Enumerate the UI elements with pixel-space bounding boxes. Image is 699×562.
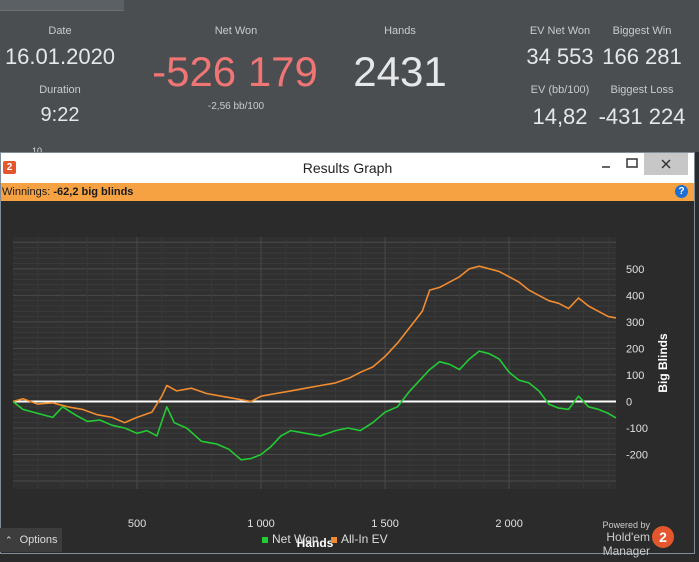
- y-tick-label: -100: [626, 423, 648, 435]
- y-tick-label: 0: [626, 396, 632, 408]
- hm2-app-icon: 2: [3, 161, 16, 174]
- minimize-icon[interactable]: [595, 153, 617, 175]
- x-tick-labels: 500 1 000 1 500 2 000: [128, 518, 523, 530]
- title-bar[interactable]: 2 Results Graph: [1, 153, 694, 183]
- legend-all-in-ev-label: All-In EV: [341, 532, 388, 546]
- help-icon[interactable]: ?: [675, 185, 688, 198]
- series-line-net-won: [12, 350, 617, 461]
- net-won-value: -526 179: [152, 48, 318, 95]
- date-label: Date: [48, 25, 72, 37]
- x-tick-label: 2 000: [495, 518, 523, 530]
- biggest-win-label: Biggest Win: [612, 25, 672, 37]
- powered-by-label: Powered by: [602, 520, 650, 530]
- options-button[interactable]: ⌃ Options: [0, 528, 62, 552]
- y-tick-label: 300: [626, 317, 644, 329]
- brand-name: Hold'em Manager: [602, 530, 650, 558]
- legend-net-won-label: Net Won: [272, 532, 319, 546]
- y-tick-labels: 500 400 300 200 100 0 -100 -200: [626, 264, 648, 462]
- bb-per-100-value: -2,56 bb/100: [207, 101, 265, 112]
- partial-text: 10: [32, 146, 43, 156]
- chart-area: 500 1 000 1 500 2 000 500 400 300 200 100 0 -100 -…: [1, 201, 694, 553]
- winnings-label: Winnings:: [2, 186, 51, 198]
- winnings-value: -62,2 big blinds: [53, 186, 134, 198]
- maximize-icon[interactable]: [621, 153, 643, 175]
- x-tick-label: 1 500: [371, 518, 399, 530]
- session-summary-tab[interactable]: [0, 0, 124, 11]
- x-tick-label: 500: [128, 518, 146, 530]
- date-value: 16.01.2020: [4, 44, 116, 69]
- caret-up-icon: ⌃: [5, 535, 13, 545]
- net-won-swatch: [262, 537, 268, 543]
- hands-label: Hands: [384, 25, 416, 37]
- powered-by: Powered by Hold'em Manager: [560, 520, 650, 558]
- net-won-label: Net Won: [214, 25, 258, 37]
- y-tick-label: 500: [626, 264, 644, 276]
- duration-label: Duration: [39, 84, 81, 96]
- ev-bb-value: 14,82: [532, 104, 588, 129]
- options-label: Options: [19, 534, 58, 546]
- series-line-all-in-ev: [12, 265, 617, 424]
- y-axis-label: Big Blinds: [656, 333, 670, 393]
- biggest-loss-label: Biggest Loss: [610, 84, 674, 96]
- y-tick-label: 200: [626, 343, 644, 355]
- x-axis-label: Hands: [297, 536, 334, 550]
- ev-bb-label: EV (bb/100): [530, 84, 590, 96]
- results-graph-window: 2 Results Graph Winnings: -62,2 big blin…: [0, 152, 695, 554]
- biggest-win-value: 166 281: [602, 44, 682, 69]
- legend-all-in-ev[interactable]: All-In EV: [331, 532, 388, 546]
- winnings-bar: Winnings: -62,2 big blinds ?: [1, 183, 694, 201]
- plot-background: [13, 237, 616, 489]
- window-title: Results Graph: [302, 160, 393, 176]
- ev-net-won-value: 34 553: [526, 44, 594, 69]
- hm2-logo: 2: [652, 526, 674, 548]
- session-summary-panel: Date 16.01.2020 Duration 9:22 Net Won -5…: [0, 0, 699, 156]
- hands-value: 2431: [353, 48, 447, 95]
- series-layer: [12, 265, 617, 461]
- y-tick-label: 100: [626, 370, 644, 382]
- gridlines: [13, 237, 616, 489]
- y-tick-label: -200: [626, 450, 648, 462]
- legend-net-won[interactable]: Net Won: [262, 532, 318, 546]
- duration-value: 9:22: [40, 104, 80, 126]
- x-tick-label: 1 000: [247, 518, 275, 530]
- close-icon[interactable]: [644, 153, 688, 175]
- y-tick-label: 400: [626, 290, 644, 302]
- all-in-ev-swatch: [331, 537, 337, 543]
- ev-net-won-label: EV Net Won: [529, 25, 591, 37]
- results-chart: 500 1 000 1 500 2 000 500 400 300 200 100 0 -100 -…: [12, 237, 670, 550]
- biggest-loss-value: -431 224: [598, 104, 686, 129]
